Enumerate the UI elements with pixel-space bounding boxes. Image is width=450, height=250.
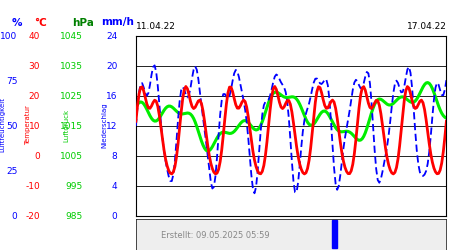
Text: 1025: 1025 <box>60 92 83 101</box>
Text: 0: 0 <box>112 212 117 221</box>
Text: 50: 50 <box>6 122 18 131</box>
Text: 1045: 1045 <box>60 32 83 41</box>
Text: 11.04.22: 11.04.22 <box>136 22 176 31</box>
Text: 24: 24 <box>106 32 117 41</box>
Text: 16: 16 <box>106 92 117 101</box>
Text: 0: 0 <box>34 152 40 161</box>
Bar <box>332 220 337 248</box>
Text: 8: 8 <box>112 152 117 161</box>
Text: Luftfeuchtigkeit: Luftfeuchtigkeit <box>0 98 6 152</box>
Text: 985: 985 <box>66 212 83 221</box>
Text: Erstellt: 09.05.2025 05:59: Erstellt: 09.05.2025 05:59 <box>161 232 270 240</box>
Text: 40: 40 <box>29 32 40 41</box>
Text: 0: 0 <box>12 212 18 221</box>
Text: 1005: 1005 <box>60 152 83 161</box>
Text: 17.04.22: 17.04.22 <box>406 22 446 31</box>
Text: mm/h: mm/h <box>101 18 134 28</box>
Text: 75: 75 <box>6 77 18 86</box>
Text: 995: 995 <box>66 182 83 191</box>
Text: 20: 20 <box>29 92 40 101</box>
Text: -20: -20 <box>26 212 40 221</box>
Text: -10: -10 <box>25 182 40 191</box>
Text: 12: 12 <box>106 122 117 131</box>
Text: 30: 30 <box>29 62 40 71</box>
Text: 25: 25 <box>6 167 18 176</box>
Text: 1035: 1035 <box>60 62 83 71</box>
Text: 100: 100 <box>0 32 18 41</box>
Text: Temperatur: Temperatur <box>25 105 31 145</box>
Text: °C: °C <box>34 18 46 28</box>
Text: Niederschlag: Niederschlag <box>101 102 107 148</box>
Text: 4: 4 <box>112 182 117 191</box>
Text: hPa: hPa <box>72 18 94 28</box>
Text: 20: 20 <box>106 62 117 71</box>
Text: 1015: 1015 <box>60 122 83 131</box>
Text: 10: 10 <box>29 122 40 131</box>
Text: Luftdruck: Luftdruck <box>64 108 70 142</box>
Text: %: % <box>12 18 22 28</box>
